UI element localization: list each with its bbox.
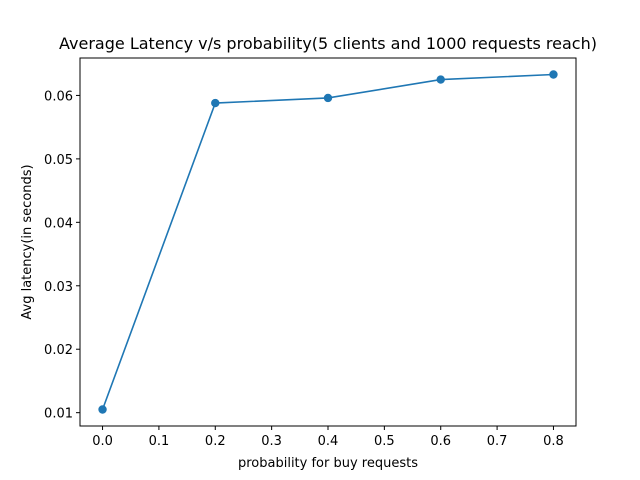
y-tick-label: 0.02 xyxy=(44,343,73,358)
y-axis-label: Avg latency(in seconds) xyxy=(20,164,35,319)
y-tick-label: 0.03 xyxy=(44,280,73,295)
x-tick-label: 0.2 xyxy=(205,434,226,449)
plot-area: 0.0 0.1 0.2 0.3 0.4 0.5 0.6 0.7 0.8 0.01 0.02 0.03 0… xyxy=(44,57,577,449)
y-tick-label: 0.04 xyxy=(44,216,73,231)
data-point xyxy=(98,405,107,414)
data-point xyxy=(323,93,333,103)
data-point xyxy=(211,98,220,108)
data-point xyxy=(549,70,558,79)
series-line xyxy=(101,73,554,410)
x-tick-label: 0.7 xyxy=(487,434,508,449)
axes-frame xyxy=(79,57,577,427)
chart-title: Average Latency v/s probability(5 client… xyxy=(59,34,597,53)
x-tick-label: 0.1 xyxy=(149,434,170,449)
data-point xyxy=(436,75,445,84)
x-tick-label: 0.4 xyxy=(318,434,339,449)
x-axis-label: probability for buy requests xyxy=(238,456,418,471)
x-tick-label: 0.3 xyxy=(261,434,282,449)
y-tick-label: 0.06 xyxy=(44,89,73,104)
x-tick-label: 0.6 xyxy=(430,434,451,449)
x-tick-label: 0.8 xyxy=(543,434,564,449)
x-tick-label: 0.0 xyxy=(92,434,113,449)
x-tick-label: 0.5 xyxy=(374,434,395,449)
y-tick-label: 0.05 xyxy=(44,153,73,168)
y-tick-label: 0.01 xyxy=(44,407,73,422)
